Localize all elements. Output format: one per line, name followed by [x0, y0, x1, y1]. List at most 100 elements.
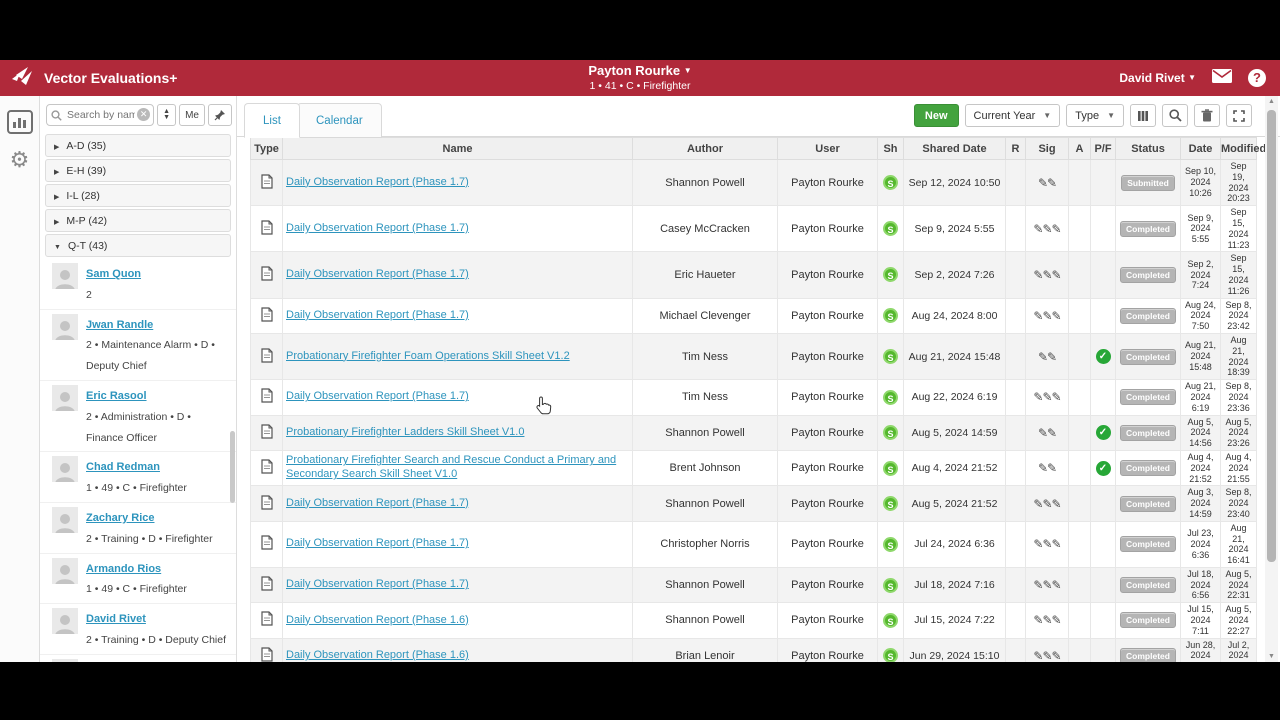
- table-row[interactable]: Daily Observation Report (Phase 1.7) Cas…: [250, 205, 1257, 253]
- column-header[interactable]: Sh: [877, 137, 904, 160]
- table-row[interactable]: Probationary Firefighter Ladders Skill S…: [250, 415, 1257, 451]
- document-link[interactable]: Daily Observation Report (Phase 1.7): [286, 268, 469, 281]
- person-title-dropdown[interactable]: Payton Rourke ▼: [588, 63, 692, 79]
- letter-group-header[interactable]: E-H (39): [45, 159, 231, 182]
- column-header[interactable]: Type: [250, 137, 283, 160]
- person-list-item[interactable]: Eric Rasool 2 • Administration • D • Fin…: [40, 381, 236, 453]
- trash-icon[interactable]: [1194, 104, 1220, 127]
- column-header[interactable]: Shared Date: [903, 137, 1006, 160]
- user-cell: Payton Rourke: [777, 298, 878, 334]
- person-name-link[interactable]: Sam Quon: [86, 268, 142, 280]
- letter-group-header[interactable]: Q-T (43): [45, 234, 231, 257]
- type-filter-dropdown[interactable]: Type ▼: [1066, 104, 1124, 127]
- search-input[interactable]: [46, 104, 155, 126]
- scrollbar-thumb[interactable]: [1267, 110, 1276, 562]
- document-link[interactable]: Daily Observation Report (Phase 1.7): [286, 308, 469, 321]
- document-link[interactable]: Probationary Firefighter Search and Resc…: [286, 454, 617, 481]
- table-row[interactable]: Daily Observation Report (Phase 1.7) Sha…: [250, 567, 1257, 604]
- document-link[interactable]: Daily Observation Report (Phase 1.7): [286, 537, 469, 550]
- document-link[interactable]: Probationary Firefighter Foam Operations…: [286, 349, 570, 362]
- clear-search-icon[interactable]: ✕: [137, 108, 151, 121]
- help-icon[interactable]: ?: [1248, 69, 1266, 87]
- table-row[interactable]: Daily Observation Report (Phase 1.6) Bri…: [250, 638, 1257, 662]
- column-header[interactable]: Date: [1180, 137, 1221, 160]
- table-row[interactable]: Probationary Firefighter Foam Operations…: [250, 333, 1257, 381]
- shared-icon: S: [883, 612, 898, 628]
- scroll-up-icon[interactable]: ▲: [1268, 98, 1275, 105]
- table-row[interactable]: Daily Observation Report (Phase 1.7) Chr…: [250, 521, 1257, 568]
- column-header[interactable]: Name: [282, 137, 633, 160]
- column-header[interactable]: Author: [632, 137, 778, 160]
- table-row[interactable]: Daily Observation Report (Phase 1.7) Sha…: [250, 485, 1257, 522]
- search-icon[interactable]: [1162, 104, 1188, 127]
- letter-group-header[interactable]: I-L (28): [45, 184, 231, 207]
- main-scrollbar[interactable]: ▲ ▼: [1265, 96, 1278, 662]
- person-name-link[interactable]: Jwan Randle: [86, 318, 154, 331]
- column-header[interactable]: A: [1068, 137, 1091, 160]
- status-badge: Completed: [1120, 389, 1176, 406]
- document-link[interactable]: Daily Observation Report (Phase 1.6): [286, 613, 469, 626]
- user-cell: Payton Rourke: [777, 567, 878, 604]
- author-cell: Tim Ness: [632, 379, 778, 416]
- letter-group-header[interactable]: A-D (35): [45, 134, 231, 157]
- table-row[interactable]: Daily Observation Report (Phase 1.7) Mic…: [250, 298, 1257, 334]
- document-link[interactable]: Daily Observation Report (Phase 1.7): [286, 496, 469, 509]
- table-row[interactable]: Daily Observation Report (Phase 1.7) Sha…: [250, 159, 1257, 207]
- person-list-item[interactable]: Chad Redman 1 • 49 • C • Firefighter: [40, 452, 236, 503]
- year-filter-dropdown[interactable]: Current Year ▼: [964, 104, 1061, 127]
- sidebar-scrollbar[interactable]: [230, 431, 235, 503]
- person-name-link[interactable]: Armando Rios: [86, 562, 162, 575]
- a-cell: [1068, 251, 1091, 299]
- letter-group-header[interactable]: M-P (42): [45, 209, 231, 232]
- date-cell: Sep 10, 2024 10:26: [1180, 159, 1221, 207]
- sort-button[interactable]: ▲ ▼: [157, 104, 177, 126]
- document-link[interactable]: Daily Observation Report (Phase 1.6): [286, 648, 469, 661]
- person-name-link[interactable]: Eric Rasool: [86, 389, 147, 402]
- document-link[interactable]: Daily Observation Report (Phase 1.7): [286, 390, 469, 403]
- mail-icon[interactable]: [1212, 68, 1232, 88]
- column-header[interactable]: Modified: [1220, 137, 1266, 160]
- status-badge: Completed: [1120, 460, 1176, 477]
- shared-icon: S: [883, 536, 898, 552]
- person-list-item[interactable]: Jwan Randle 2 • Maintenance Alarm • D • …: [40, 310, 236, 381]
- table-row[interactable]: Daily Observation Report (Phase 1.7) Tim…: [250, 379, 1257, 416]
- expand-triangle-icon: [54, 215, 66, 227]
- document-link[interactable]: Daily Observation Report (Phase 1.7): [286, 175, 469, 188]
- new-button[interactable]: New: [913, 104, 959, 127]
- r-cell: [1005, 333, 1026, 381]
- scroll-down-icon[interactable]: ▼: [1268, 653, 1275, 660]
- person-name-link[interactable]: Chad Redman: [86, 461, 160, 474]
- document-link[interactable]: Daily Observation Report (Phase 1.7): [286, 578, 469, 591]
- fullscreen-icon[interactable]: [1226, 104, 1252, 127]
- settings-gear-icon[interactable]: ⚙: [9, 147, 30, 172]
- column-header[interactable]: Status: [1115, 137, 1181, 160]
- tab-calendar[interactable]: Calendar: [297, 103, 382, 138]
- column-header[interactable]: P/F: [1090, 137, 1116, 160]
- shared-date-cell: Aug 21, 2024 15:48: [903, 333, 1006, 381]
- column-header[interactable]: User: [777, 137, 878, 160]
- table-row[interactable]: Daily Observation Report (Phase 1.7) Eri…: [250, 251, 1257, 299]
- document-link[interactable]: Daily Observation Report (Phase 1.7): [286, 221, 469, 234]
- shared-date-cell: Aug 5, 2024 21:52: [903, 485, 1006, 522]
- account-menu[interactable]: David Rivet ▼: [1119, 71, 1196, 85]
- document-link[interactable]: Probationary Firefighter Ladders Skill S…: [286, 425, 525, 438]
- brand: Vector Evaluations+: [0, 65, 300, 92]
- person-list-item[interactable]: Zachary Rice 2 • Training • D • Firefigh…: [40, 503, 236, 554]
- columns-icon[interactable]: [1130, 104, 1156, 127]
- person-name-link[interactable]: David Rivet: [86, 613, 146, 626]
- table-row[interactable]: Probationary Firefighter Search and Resc…: [250, 450, 1257, 487]
- r-cell: [1005, 638, 1026, 662]
- person-list-item[interactable]: David Rivet 2 • Training • D • Deputy Ch…: [40, 604, 236, 655]
- tab-list[interactable]: List: [244, 103, 300, 138]
- person-list-item[interactable]: Brian Roberts 1 • 49 • A • Firefighter: [40, 655, 236, 662]
- person-name-link[interactable]: Zachary Rice: [86, 511, 155, 524]
- pin-button[interactable]: [208, 104, 232, 126]
- table-row[interactable]: Daily Observation Report (Phase 1.6) Sha…: [250, 602, 1257, 639]
- column-header[interactable]: Sig: [1025, 137, 1069, 160]
- user-cell: Payton Rourke: [777, 485, 878, 522]
- person-list-item[interactable]: Armando Rios 1 • 49 • C • Firefighter: [40, 554, 236, 605]
- me-button[interactable]: Me: [179, 104, 205, 126]
- column-header[interactable]: R: [1005, 137, 1026, 160]
- reports-chart-icon[interactable]: [6, 110, 33, 134]
- person-list-item[interactable]: Sam Quon 2: [40, 259, 236, 310]
